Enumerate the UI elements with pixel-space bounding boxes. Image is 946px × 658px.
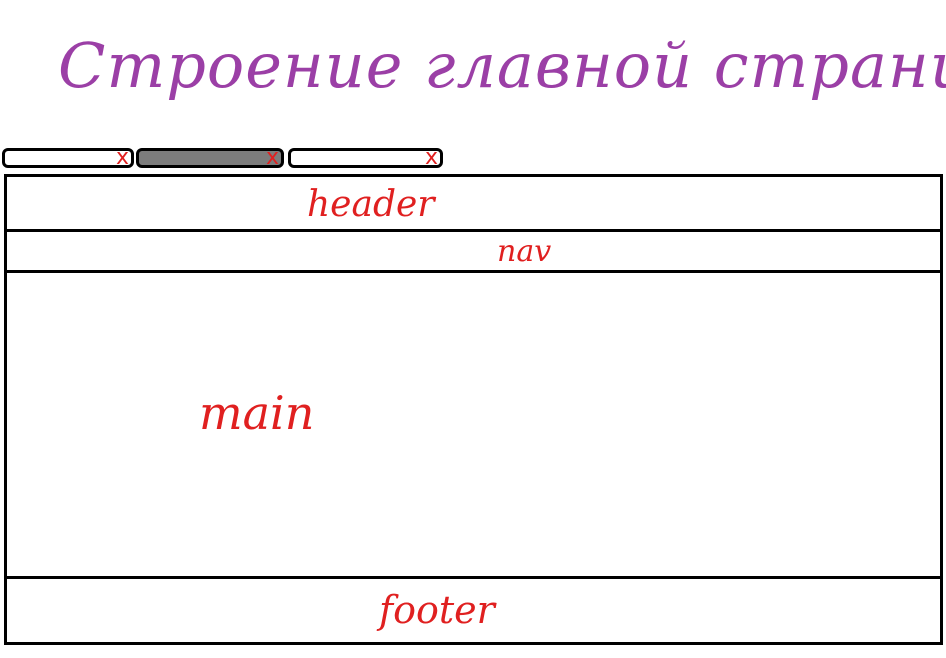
browser-tab-3[interactable]: x [288,145,443,170]
close-icon[interactable]: x [265,145,279,170]
page-title: Строение главной страницы [58,29,946,102]
footer-label: footer [379,588,495,632]
close-icon[interactable]: x [424,145,438,170]
header-label: header [307,184,435,225]
browser-tab-1[interactable]: x [2,145,134,170]
header-section: header [7,177,940,232]
nav-label: nav [497,234,552,269]
main-label: main [199,386,315,440]
main-section: main [7,273,940,579]
footer-section: footer [7,579,940,642]
close-icon[interactable]: x [115,145,129,170]
nav-section: nav [7,232,940,273]
browser-tab-2-active[interactable]: x [136,145,284,170]
page-frame: header nav main footer [4,174,943,645]
